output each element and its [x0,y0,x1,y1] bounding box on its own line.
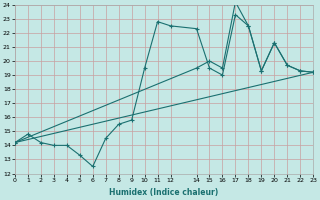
X-axis label: Humidex (Indice chaleur): Humidex (Indice chaleur) [109,188,219,197]
